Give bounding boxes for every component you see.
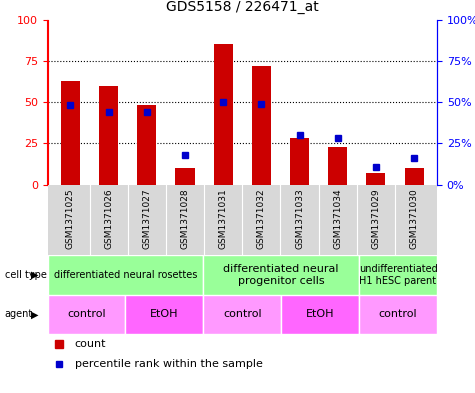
Bar: [359, 255, 437, 295]
Text: GSM1371028: GSM1371028: [180, 188, 190, 249]
Text: GSM1371025: GSM1371025: [66, 188, 75, 249]
Text: control: control: [67, 309, 106, 320]
Bar: [203, 295, 281, 334]
Text: GSM1371031: GSM1371031: [218, 188, 228, 249]
Bar: [125, 295, 203, 334]
Bar: [214, 44, 233, 185]
Text: EtOH: EtOH: [306, 309, 334, 320]
Bar: [359, 295, 437, 334]
Bar: [405, 168, 424, 185]
Text: GSM1371030: GSM1371030: [409, 188, 418, 249]
Text: GSM1371027: GSM1371027: [142, 188, 151, 249]
Text: GSM1371026: GSM1371026: [104, 188, 113, 249]
Text: agent: agent: [5, 309, 33, 320]
Bar: [252, 66, 271, 185]
Bar: [290, 138, 309, 185]
Bar: [328, 147, 347, 185]
Bar: [99, 86, 118, 185]
Bar: [61, 81, 80, 185]
Text: differentiated neural rosettes: differentiated neural rosettes: [54, 270, 197, 280]
Text: control: control: [223, 309, 262, 320]
Text: control: control: [379, 309, 418, 320]
Title: GDS5158 / 226471_at: GDS5158 / 226471_at: [166, 0, 319, 15]
Text: percentile rank within the sample: percentile rank within the sample: [75, 358, 263, 369]
Bar: [366, 173, 385, 185]
Text: GSM1371032: GSM1371032: [257, 188, 266, 249]
Bar: [175, 168, 195, 185]
Text: undifferentiated
H1 hESC parent: undifferentiated H1 hESC parent: [359, 264, 437, 286]
Text: cell type: cell type: [5, 270, 47, 280]
Text: ▶: ▶: [31, 270, 38, 280]
Bar: [48, 185, 437, 255]
Bar: [281, 295, 359, 334]
Bar: [137, 105, 156, 185]
Bar: [203, 255, 359, 295]
Text: GSM1371034: GSM1371034: [333, 188, 342, 249]
Text: ▶: ▶: [31, 309, 38, 320]
Text: GSM1371029: GSM1371029: [371, 188, 380, 249]
Text: differentiated neural
progenitor cells: differentiated neural progenitor cells: [223, 264, 339, 286]
Text: GSM1371033: GSM1371033: [295, 188, 304, 249]
Text: EtOH: EtOH: [150, 309, 179, 320]
Text: count: count: [75, 339, 106, 349]
Bar: [48, 255, 203, 295]
Bar: [48, 295, 125, 334]
